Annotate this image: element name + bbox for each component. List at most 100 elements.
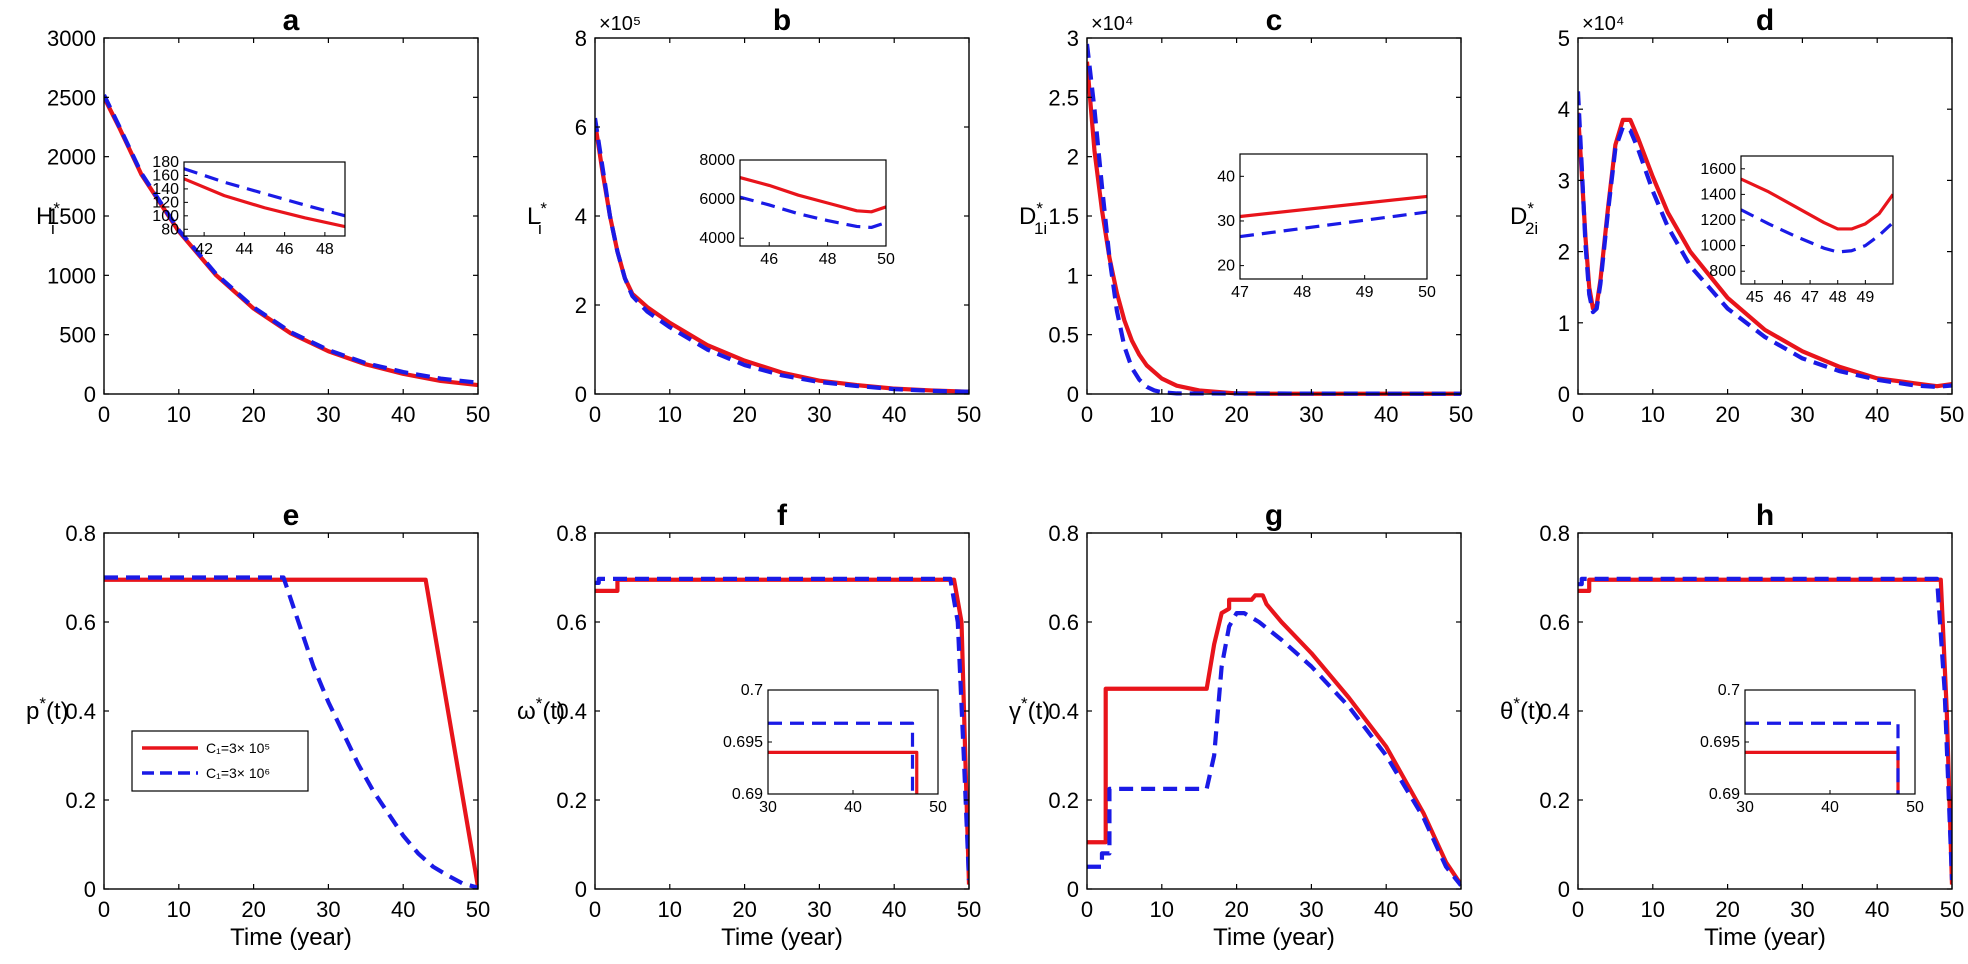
panel-b-inset-box bbox=[739, 159, 887, 247]
panel-e-ytick-label: 0.8 bbox=[65, 521, 96, 546]
panel-b-series-blue-line bbox=[595, 117, 969, 394]
panel-h-series-blue-line bbox=[1578, 576, 1952, 881]
panel-b-inset: 46 48 50 4000 6000 8000 bbox=[699, 152, 895, 268]
panel-e-xtick-label: 40 bbox=[391, 897, 415, 922]
panel-a-ylabel-sub: i bbox=[51, 219, 55, 238]
panel-h-xtick-label: 0 bbox=[1572, 897, 1584, 922]
legend-blue-label: C₁=3× 10⁶ bbox=[206, 765, 270, 781]
panel-d-exponent-label: ×10⁴ bbox=[1582, 13, 1625, 35]
panel-e-xtick-label: 10 bbox=[167, 897, 191, 922]
panel-c-inset-xtick-label: 48 bbox=[1293, 284, 1311, 301]
panel-h-inset-ytick-label: 0.69 bbox=[1709, 786, 1740, 803]
panel-h-title: h bbox=[1756, 499, 1774, 532]
panel-a-inset-xtick-label: 42 bbox=[195, 241, 213, 258]
panel-f-inset-xtick-label: 50 bbox=[929, 799, 947, 816]
panel-a-xtick-label: 50 bbox=[466, 402, 490, 427]
panel-d-ylabel-base: D bbox=[1510, 203, 1527, 230]
panel-h-ylabel-suffix: (t) bbox=[1520, 698, 1543, 725]
panel-d-inset-xtick-label: 47 bbox=[1801, 289, 1819, 306]
panel-a-ytick-label: 0 bbox=[84, 382, 96, 407]
panel-f-inset-ytick-label: 0.69 bbox=[732, 786, 763, 803]
panel-h-ytick-label: 0.8 bbox=[1539, 521, 1570, 546]
panel-f-ytick-label: 0.4 bbox=[556, 699, 587, 724]
panel-h-xlabel: Time (year) bbox=[1704, 924, 1826, 951]
panel-g-ylabel-suffix: (t) bbox=[1028, 698, 1051, 725]
panel-g-ylabel-sup: * bbox=[1021, 694, 1028, 713]
panel-g-title: g bbox=[1265, 499, 1283, 532]
panel-b-exponent-label: ×10⁵ bbox=[599, 13, 641, 35]
panel-a-xtick-label: 20 bbox=[241, 402, 265, 427]
panel-a-inset-ytick-label: 160 bbox=[152, 167, 179, 184]
panel-a-series-blue-line bbox=[104, 94, 478, 385]
panel-d-xtick-label: 0 bbox=[1572, 402, 1584, 427]
panel-b-xtick-label: 40 bbox=[882, 402, 906, 427]
panel-h-ytick-label: 0 bbox=[1558, 877, 1570, 902]
panel-c-inset-xtick-label: 50 bbox=[1418, 284, 1436, 301]
panel-f-inset-xtick-label: 30 bbox=[759, 799, 777, 816]
panel-a-inset-ytick-label: 180 bbox=[152, 154, 179, 171]
panel-f-inset-series-red-line bbox=[768, 750, 919, 794]
panel-b-inset-xtick-label: 48 bbox=[819, 251, 837, 268]
panel-g-series-blue-line bbox=[1087, 610, 1461, 887]
panel-f-series-blue-line bbox=[595, 576, 969, 881]
panel-a-inset-series-blue-line bbox=[184, 167, 345, 218]
panel-d-inset-xtick-label: 49 bbox=[1856, 289, 1874, 306]
panel-h-ylabel: θ*(t) bbox=[1500, 694, 1543, 725]
panel-f-inset: 30 40 50 0.69 0.695 0.7 bbox=[723, 682, 947, 816]
panel-f-title: f bbox=[777, 499, 788, 532]
panel-a-inset-ytick-label: 100 bbox=[152, 208, 179, 225]
panel-h-xtick-label: 40 bbox=[1865, 897, 1889, 922]
panel-d-xtick-label: 30 bbox=[1790, 402, 1814, 427]
panel-d-ylabel: D* 2i bbox=[1510, 199, 1538, 238]
panel-c-ytick-label: 0 bbox=[1067, 382, 1079, 407]
panel-f-ylabel-sup: * bbox=[536, 694, 543, 713]
panel-c-series-blue-line bbox=[1087, 43, 1461, 396]
panel-f-ytick-label: 0.8 bbox=[556, 521, 587, 546]
panel-a-inset-xtick-label: 46 bbox=[276, 241, 294, 258]
panel-g-ytick-label: 0 bbox=[1067, 877, 1079, 902]
panel-a-ylabel-sup: * bbox=[53, 199, 60, 218]
panel-c-xtick-label: 20 bbox=[1224, 402, 1248, 427]
panel-f-ytick-label: 0.6 bbox=[556, 610, 587, 635]
panel-e-axes-box bbox=[103, 532, 479, 890]
panel-c-inset-xtick-label: 49 bbox=[1356, 284, 1374, 301]
panel-h-inset-series-blue-line bbox=[1745, 721, 1900, 794]
panel-b-inset-series-blue-line bbox=[740, 195, 886, 230]
panel-d-ytick-label: 2 bbox=[1558, 240, 1570, 265]
panel-f-ytick-label: 0.2 bbox=[556, 788, 587, 813]
panel-d-title: d bbox=[1756, 4, 1774, 37]
panel-h: 0 10 20 30 40 50 0 0.2 0.4 0.6 0.8 h θ*(t) Time (year… bbox=[1500, 499, 1964, 951]
panel-a-xtick-label: 40 bbox=[391, 402, 415, 427]
panel-g-xtick-label: 10 bbox=[1150, 897, 1174, 922]
panel-c-inset-ytick-label: 20 bbox=[1217, 258, 1235, 275]
panel-f: 0 10 20 30 40 50 0 0.2 0.4 0.6 0.8 f ω*(t) Time (year… bbox=[517, 499, 981, 951]
panel-a-ylabel: H* i bbox=[36, 199, 60, 238]
panel-h-inset-bg bbox=[1745, 690, 1915, 794]
panel-f-xtick-label: 10 bbox=[658, 897, 682, 922]
panel-d-ytick-label: 0 bbox=[1558, 382, 1570, 407]
panel-e-ytick-label: 0.2 bbox=[65, 788, 96, 813]
panel-d-inset-ytick-label: 1000 bbox=[1700, 238, 1736, 255]
panel-g-ytick-label: 0.2 bbox=[1048, 788, 1079, 813]
panel-d-ytick-label: 5 bbox=[1558, 26, 1570, 51]
panel-c-inset-ytick-label: 30 bbox=[1217, 213, 1235, 230]
panel-h-inset-ytick-label: 0.7 bbox=[1718, 682, 1740, 699]
panel-a-inset-box bbox=[183, 161, 346, 237]
panel-b-ytick-label: 2 bbox=[575, 293, 587, 318]
panel-c: 0 10 20 30 40 50 0 0.5 1 1.5 2 2.5 3 ×10⁴ c D* 1i 47 48 49 5… bbox=[1019, 4, 1473, 427]
panel-e-xtick-label: 0 bbox=[98, 897, 110, 922]
panel-e-ylabel-suffix: (t) bbox=[46, 698, 69, 725]
panel-f-xtick-label: 20 bbox=[732, 897, 756, 922]
panel-c-title: c bbox=[1266, 4, 1283, 37]
panel-a-inset-xtick-label: 48 bbox=[316, 241, 334, 258]
panel-b-inset-xtick-label: 50 bbox=[877, 251, 895, 268]
panel-f-xtick-label: 40 bbox=[882, 897, 906, 922]
panel-b-inset-ytick-label: 8000 bbox=[699, 152, 735, 169]
panel-a-inset-ytick-label: 80 bbox=[161, 221, 179, 238]
panel-c-ylabel-sup: * bbox=[1036, 199, 1043, 218]
panel-a-ytick-label: 500 bbox=[59, 323, 96, 348]
